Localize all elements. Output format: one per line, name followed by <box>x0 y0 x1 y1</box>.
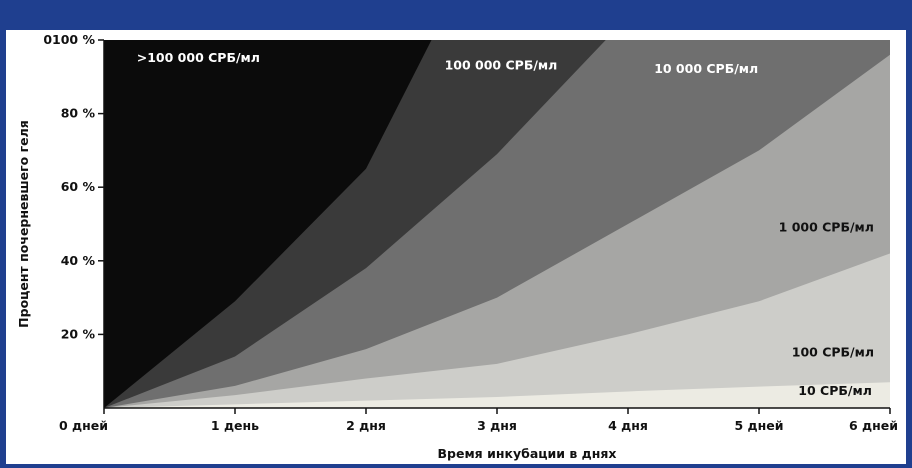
y-tick-label: 0100 % <box>43 32 95 47</box>
band-label-3: 10 000 СРБ/мл <box>654 61 758 76</box>
x-ticks-group: 0 дней 1 день 2 дня 3 дня 4 дня 5 дней 6 дней <box>59 408 898 433</box>
band-label-5: 100 СРБ/мл <box>792 344 874 359</box>
band-label-1: >100 000 СРБ/мл <box>137 50 260 65</box>
area-chart: 20 % 40 % 60 % 80 % 0100 % 0 дней 1 день 2 дня… <box>16 32 898 461</box>
band-area-6 <box>104 382 890 408</box>
x-axis-title: Время инкубации в днях <box>438 446 617 461</box>
band-label-4: 1 000 СРБ/мл <box>779 219 874 234</box>
chart-panel: 20 % 40 % 60 % 80 % 0100 % 0 дней 1 день 2 дня… <box>6 30 906 464</box>
y-tick-label: 20 % <box>61 326 96 341</box>
y-ticks-group: 20 % 40 % 60 % 80 % 0100 % <box>43 32 104 341</box>
x-tick-label: 4 дня <box>608 418 648 433</box>
band-area-5 <box>104 253 890 408</box>
bands-group <box>104 40 890 408</box>
x-tick-label: 6 дней <box>849 418 898 433</box>
band-label-2: 100 000 СРБ/мл <box>445 57 558 72</box>
y-tick-label: 60 % <box>61 179 96 194</box>
band-labels-group: >100 000 СРБ/мл 100 000 СРБ/мл 10 000 СРБ/… <box>137 50 874 398</box>
x-tick-label: 0 дней <box>59 418 108 433</box>
x-tick-label: 2 дня <box>346 418 386 433</box>
x-tick-label: 5 дней <box>734 418 783 433</box>
y-tick-label: 40 % <box>61 253 96 268</box>
y-axis-title: Процент почерневшего геля <box>16 120 31 328</box>
band-label-6: 10 СРБ/мл <box>798 383 872 398</box>
x-tick-label: 3 дня <box>477 418 517 433</box>
y-tick-label: 80 % <box>61 106 96 121</box>
x-tick-label: 1 день <box>211 418 259 433</box>
